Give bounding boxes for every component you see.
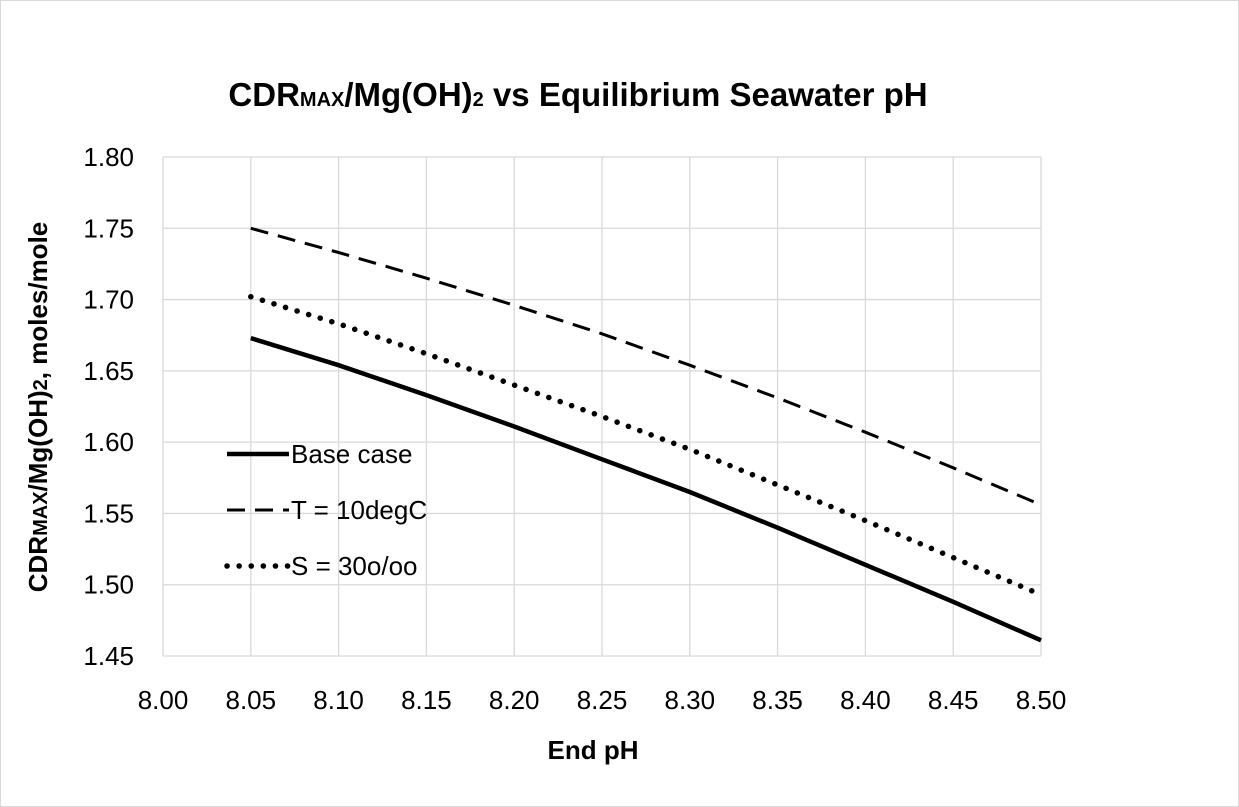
label-text: /Mg(OH)	[344, 76, 472, 113]
x-tick-label: 8.20	[489, 685, 540, 715]
y-tick-label: 1.60	[83, 427, 134, 457]
y-tick-label: 1.70	[83, 285, 134, 315]
y-tick-label: 1.50	[83, 570, 134, 600]
y-tick-label: 1.75	[83, 213, 134, 243]
x-tick-label: 8.15	[401, 685, 452, 715]
y-tick-label: 1.65	[83, 356, 134, 386]
x-tick-label: 8.25	[577, 685, 628, 715]
legend-label-1: T = 10degC	[291, 495, 427, 525]
label-text: /Mg(OH)	[23, 390, 53, 491]
legend-label-2: S = 30o/oo	[291, 551, 418, 581]
series-lines	[248, 226, 1044, 643]
gridlines	[162, 156, 1042, 657]
series-line-0	[250, 335, 1042, 643]
subscript-text: MAX	[300, 89, 345, 111]
label-text: vs Equilibrium Seawater pH	[484, 76, 928, 113]
subscript-text: 2	[30, 379, 52, 390]
y-tick-label: 1.45	[83, 641, 134, 671]
x-tick-label: 8.30	[664, 685, 715, 715]
x-tick-label: 8.50	[1016, 685, 1067, 715]
label-text: CDR	[228, 76, 300, 113]
x-tick-label: 8.45	[928, 685, 979, 715]
x-axis-ticks: 8.00 8.05 8.10 8.15 8.20 8.25 8.30 8.35 8.40 8.45…	[138, 685, 1067, 715]
y-tick-label: 1.80	[83, 142, 134, 172]
subscript-text: 2	[473, 89, 484, 111]
subscript-text: MAX	[30, 491, 52, 536]
x-tick-label: 8.10	[313, 685, 364, 715]
legend-label-0: Base case	[291, 439, 412, 469]
label-text: , moles/mole	[23, 222, 53, 380]
series-line-2	[248, 293, 1044, 598]
x-tick-label: 8.40	[840, 685, 891, 715]
y-axis-ticks: 1.45 1.50 1.55 1.60 1.65 1.70 1.75 1.80	[83, 142, 134, 671]
label-text: CDR	[23, 536, 53, 593]
x-tick-label: 8.05	[225, 685, 276, 715]
x-tick-label: 8.35	[752, 685, 803, 715]
chart-title: CDRMAX/Mg(OH)2 vs Equilibrium Seawater p…	[228, 76, 927, 113]
y-axis-label: CDRMAX/Mg(OH)2, moles/mole	[23, 222, 53, 593]
x-tick-label: 8.00	[138, 685, 189, 715]
x-axis-label: End pH	[548, 735, 639, 765]
legend: Base case T = 10degC S = 30o/oo	[224, 439, 427, 581]
y-tick-label: 1.55	[83, 498, 134, 528]
